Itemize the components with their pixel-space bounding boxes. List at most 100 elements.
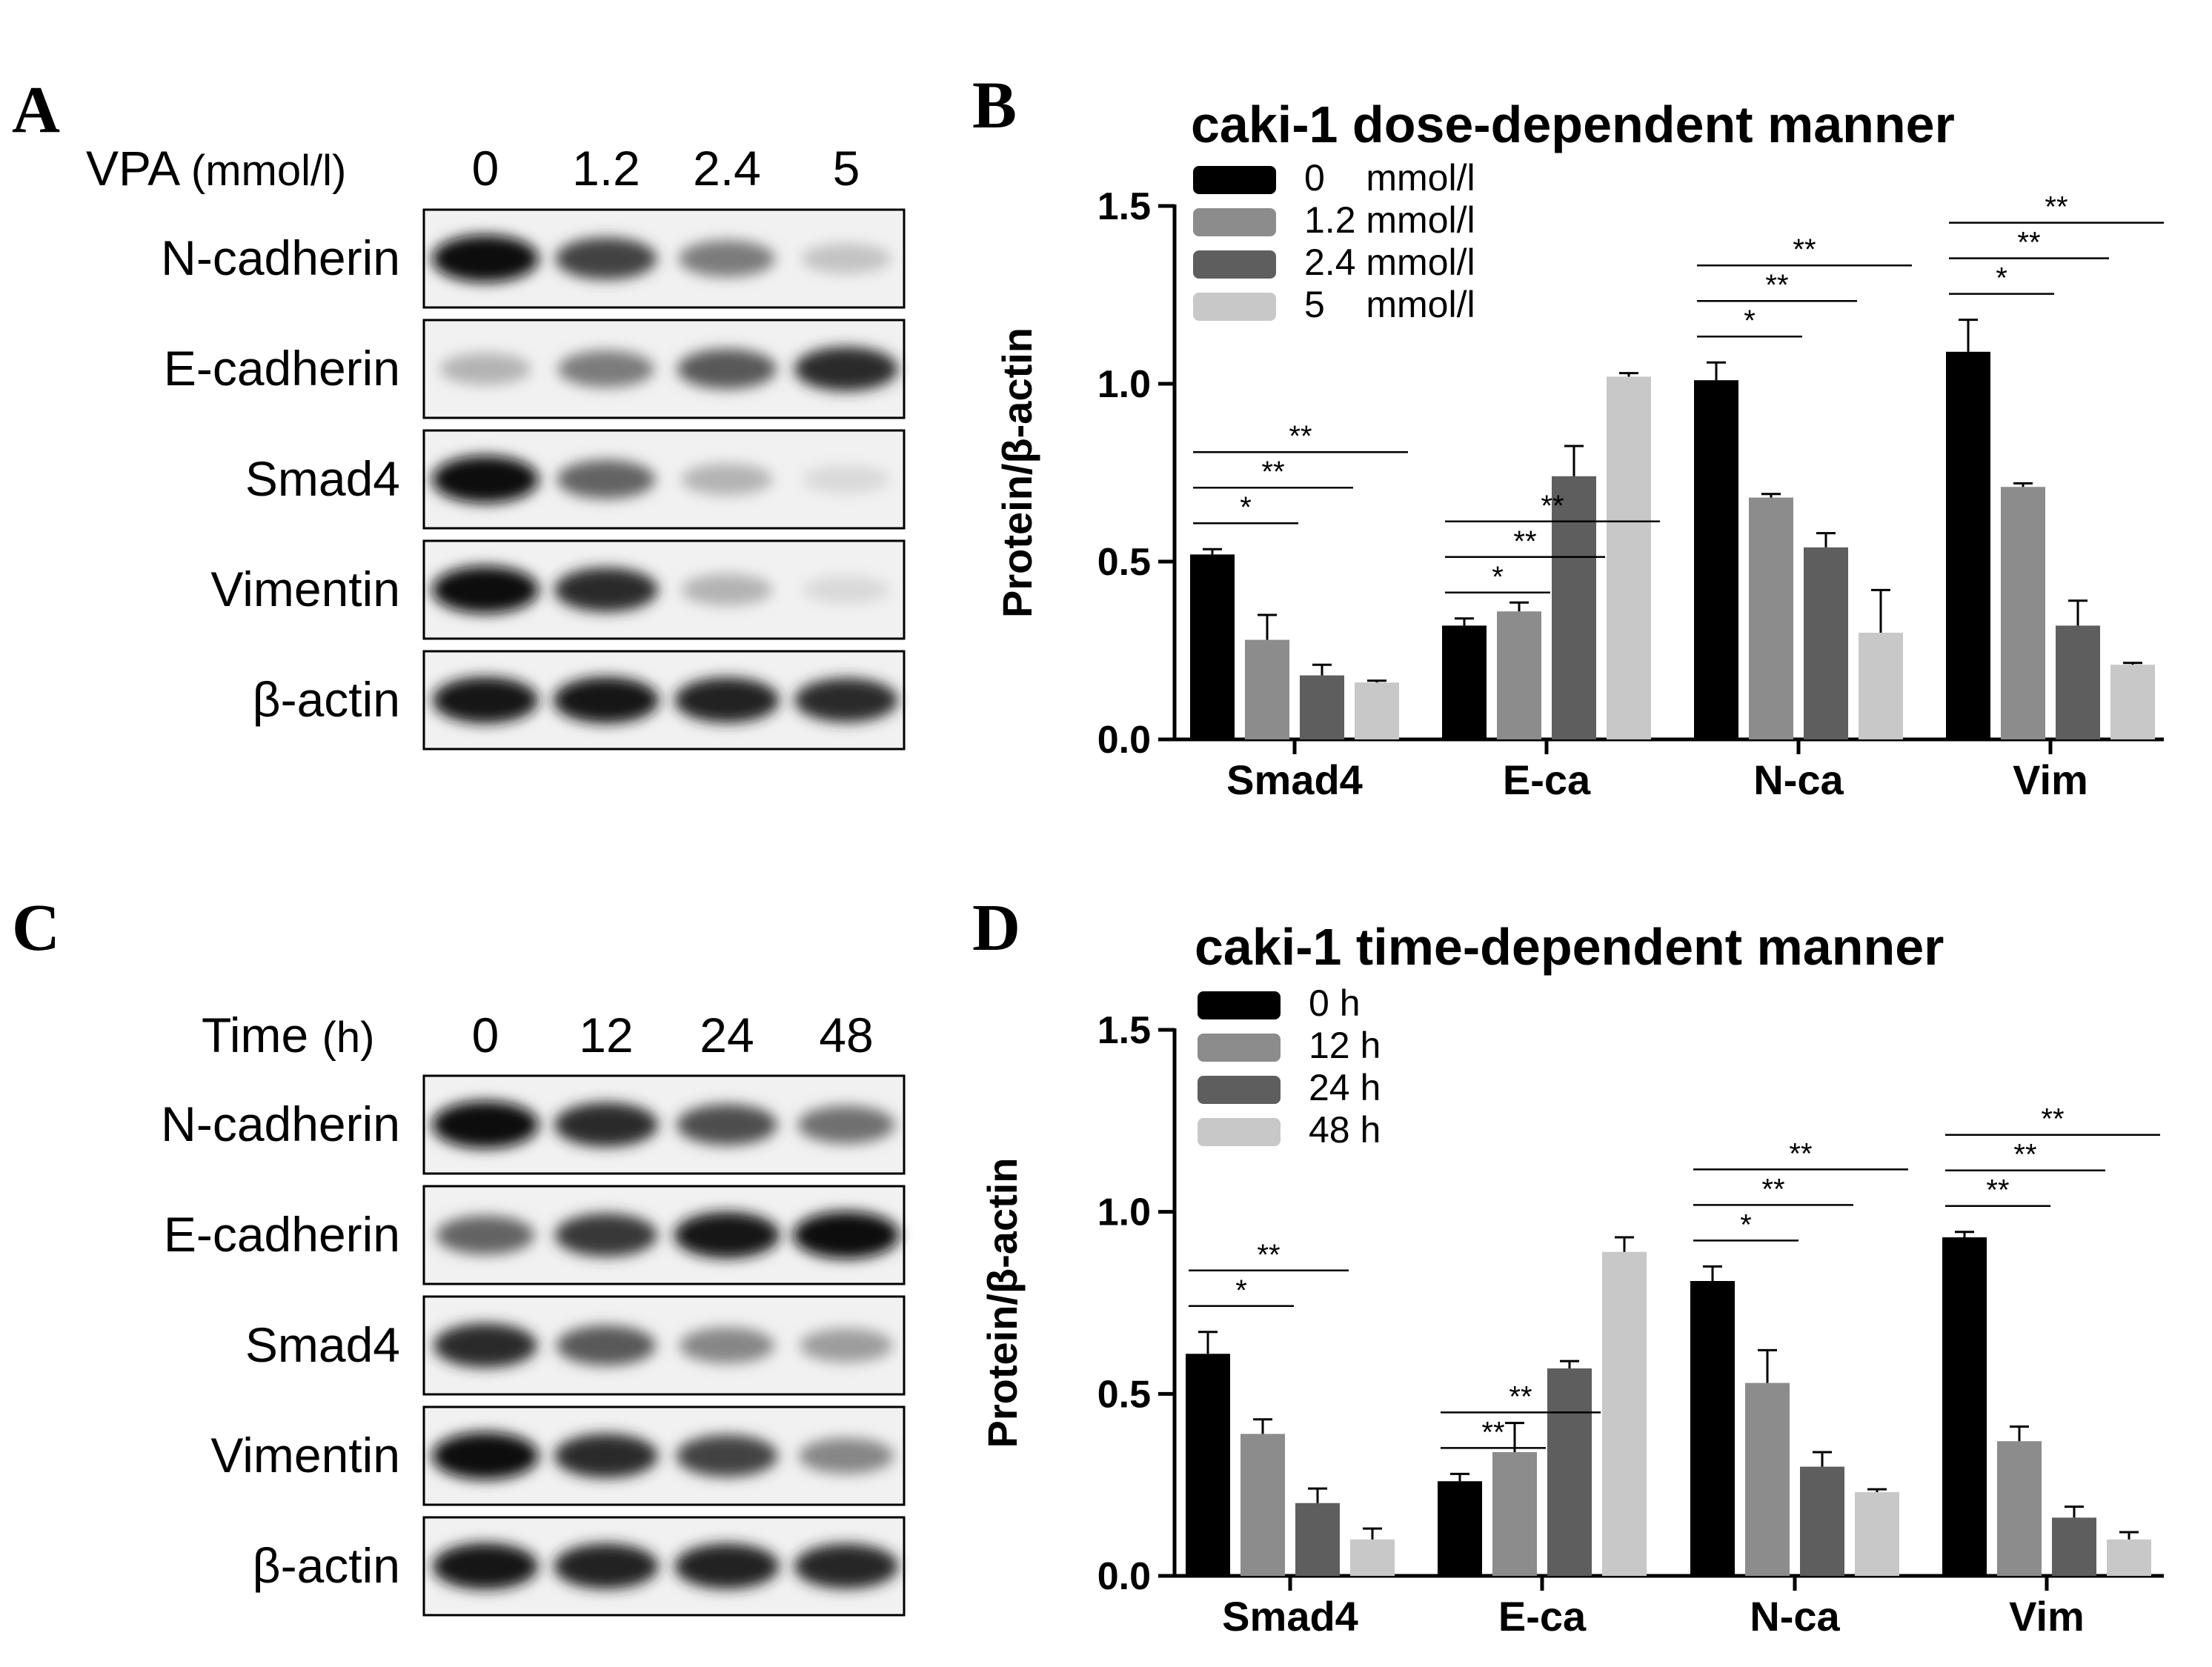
blot-band — [802, 465, 891, 494]
blot-band — [436, 1215, 535, 1255]
blot-band — [554, 568, 658, 612]
blot-band — [674, 1543, 780, 1589]
western-blot-c: N-cadherin E-cadherin Smad4 Vimentin β-actin — [161, 1074, 906, 1617]
blot-band — [794, 347, 898, 391]
bar — [1240, 1434, 1285, 1576]
blot-band — [439, 353, 531, 385]
blot-header-a: VPA (mmol/l) 0 1.2 2.4 5 — [86, 141, 860, 196]
blot-band — [794, 1543, 899, 1589]
panel-letter-d: D — [972, 891, 1020, 965]
blot-band — [434, 1323, 537, 1368]
protein-label: Vimentin — [210, 562, 400, 616]
significance-mark: * — [1744, 305, 1756, 337]
protein-label: E-cadherin — [164, 341, 400, 396]
legend-label: 0 h — [1309, 982, 1361, 1024]
legend-label: 24 h — [1309, 1067, 1381, 1108]
significance-mark: ** — [2017, 227, 2040, 259]
legend-label: 2.4 mmol/l — [1304, 242, 1475, 283]
blot-band — [556, 1325, 657, 1366]
chart-title: caki-1 dose-dependent manner — [1191, 96, 1955, 153]
blot-band — [681, 573, 773, 606]
significance-mark: ** — [1261, 456, 1284, 488]
bar — [1442, 625, 1487, 739]
blot-band — [557, 459, 656, 499]
significance-mark: ** — [2041, 1103, 2064, 1136]
bar — [1800, 1466, 1844, 1576]
protein-label: N-cadherin — [161, 1097, 400, 1151]
x-tick-label: N-ca — [1750, 1593, 1840, 1640]
bar — [1492, 1451, 1537, 1576]
legend-swatch — [1193, 293, 1276, 321]
lane-label: 5 — [833, 141, 860, 196]
bar — [1355, 682, 1399, 739]
legend-label: 1.2 mmol/l — [1304, 199, 1475, 241]
significance-mark: ** — [1761, 1173, 1784, 1205]
bar — [1607, 376, 1651, 739]
bar-chart-d: caki-1 time-dependent manner 0.0 0.5 1.0 1.5… — [979, 918, 2164, 1640]
bar — [1602, 1251, 1647, 1576]
blot-band — [554, 1543, 659, 1589]
legend-swatch — [1193, 166, 1276, 194]
significance-mark: * — [1492, 561, 1504, 593]
blot-header-c: Time (h) 0 12 24 48 — [202, 1008, 874, 1062]
blot-band — [432, 1101, 539, 1148]
protein-label: Smad4 — [245, 1317, 400, 1372]
x-tick-label: E-ca — [1503, 756, 1591, 803]
blot-band — [677, 1104, 777, 1145]
significance-mark: ** — [1289, 420, 1312, 453]
bar — [1804, 547, 1848, 739]
bar — [1997, 1441, 2042, 1576]
x-tick-label: N-ca — [1753, 756, 1844, 803]
blot-band — [432, 235, 539, 282]
blot-band — [555, 237, 657, 280]
blot-band — [432, 456, 539, 503]
blot-band — [554, 1434, 658, 1478]
blot-band — [801, 243, 891, 274]
significance-mark: ** — [1986, 1174, 2009, 1207]
bar — [1855, 1491, 1899, 1576]
significance-mark: * — [1996, 262, 2007, 295]
bar — [1186, 1354, 1230, 1576]
bar — [1245, 639, 1289, 739]
lane-label: 0 — [472, 141, 499, 196]
bar — [1694, 380, 1738, 739]
blot-band — [554, 1213, 658, 1257]
bar — [1497, 611, 1541, 739]
blot-band — [553, 676, 660, 724]
blot-row: Smad4 — [245, 1295, 906, 1396]
y-tick-label: 0.5 — [1097, 1373, 1151, 1416]
blot-row: N-cadherin — [161, 208, 906, 309]
significance-mark: ** — [1789, 1137, 1812, 1170]
blot-band — [674, 1211, 780, 1259]
bar — [1190, 554, 1235, 739]
bar — [1946, 351, 1990, 739]
y-tick-label: 1.5 — [1097, 1009, 1151, 1052]
bar — [1350, 1539, 1395, 1576]
lane-label: 24 — [700, 1008, 754, 1062]
bar — [2001, 487, 2045, 739]
legend-label: 12 h — [1309, 1025, 1381, 1066]
blot-band — [793, 1211, 900, 1259]
significance-mark: ** — [1513, 525, 1536, 558]
blot-band — [679, 240, 775, 277]
legend-swatch — [1198, 1034, 1281, 1062]
lane-label: 12 — [579, 1008, 633, 1062]
protein-label: E-cadherin — [164, 1207, 400, 1262]
blot-row: β-actin — [253, 650, 906, 751]
blot-row: N-cadherin — [161, 1074, 906, 1175]
y-tick-label: 1.5 — [1097, 185, 1151, 228]
bar — [1552, 476, 1596, 739]
blot-band — [677, 348, 777, 390]
blot-row: Vimentin — [210, 1405, 906, 1506]
blot-row: E-cadherin — [164, 1185, 906, 1285]
significance-mark: ** — [1509, 1380, 1532, 1413]
x-tick-label: Smad4 — [1226, 756, 1363, 803]
bar — [1438, 1481, 1482, 1576]
bar — [1547, 1368, 1592, 1576]
bar — [2056, 625, 2100, 739]
bar — [1300, 675, 1344, 739]
legend-swatch — [1198, 1076, 1281, 1104]
significance-mark: ** — [1481, 1416, 1504, 1448]
blot-band — [794, 678, 898, 722]
legend-swatch — [1193, 208, 1276, 236]
